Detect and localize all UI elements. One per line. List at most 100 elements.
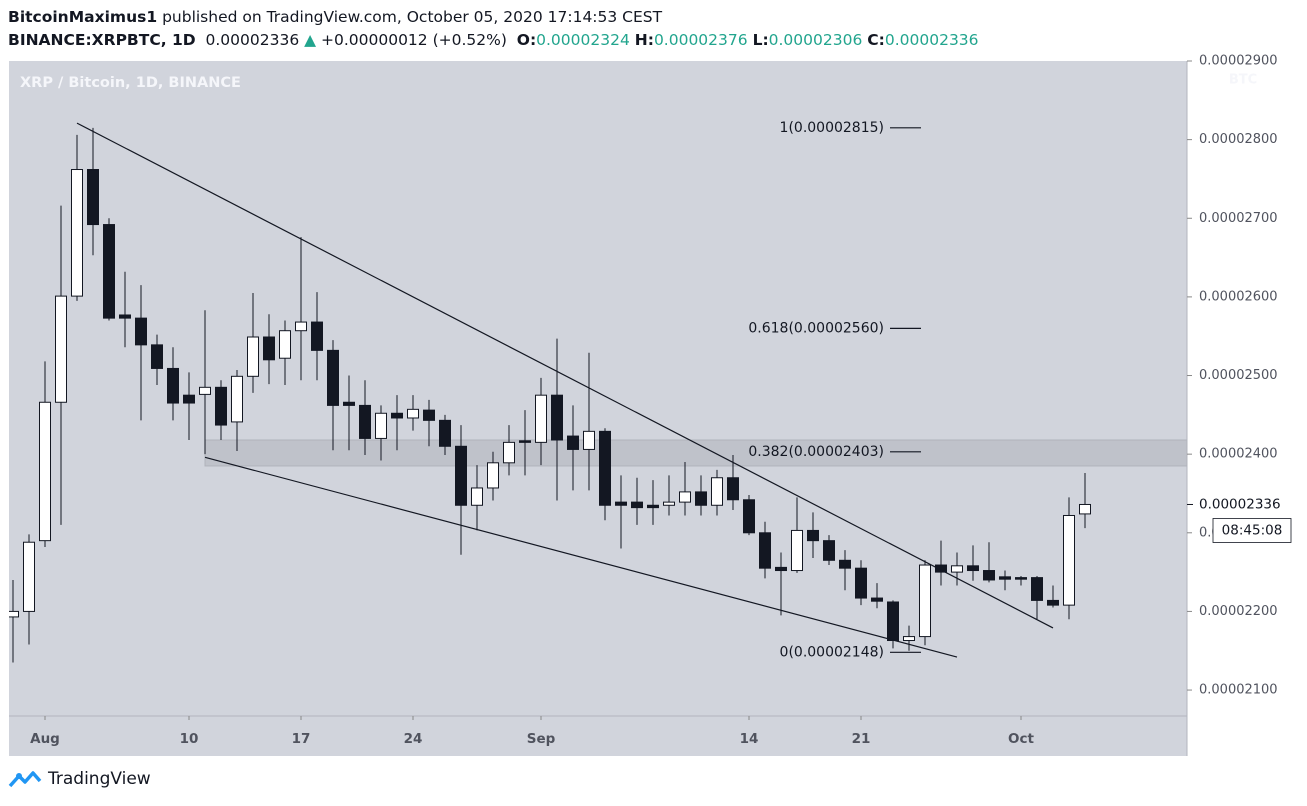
candle-body xyxy=(1015,577,1027,580)
change: +0.00000012 (+0.52%) xyxy=(320,31,507,49)
y-tick-label: 0.00002700 xyxy=(1199,211,1278,226)
fib-label: 0.618(0.00002560) xyxy=(748,320,884,336)
x-tick-label: Sep xyxy=(527,731,556,747)
candle-body xyxy=(23,541,35,612)
candle-body xyxy=(327,349,339,406)
candle-body xyxy=(967,565,979,572)
candle-body xyxy=(471,487,483,506)
ohlc-value: 0.00002324 xyxy=(536,31,630,49)
candle-body xyxy=(711,477,723,506)
candle-body xyxy=(519,440,531,443)
x-tick-label: 17 xyxy=(292,731,311,747)
ohlc-label: O: xyxy=(516,31,537,49)
chart: 1(0.00002815) 0.618(0.00002560) 0.382(0.00… xyxy=(9,53,1292,756)
candle-body xyxy=(311,321,323,351)
candle-body xyxy=(87,169,99,226)
candle-body xyxy=(1063,514,1075,606)
candle-body xyxy=(775,566,787,572)
countdown: 08:45:08 xyxy=(1222,522,1283,538)
candle-body xyxy=(247,336,259,377)
countdown-box xyxy=(1212,518,1292,543)
candle-body xyxy=(71,169,83,297)
x-tick-label: 14 xyxy=(740,731,759,747)
candle-body xyxy=(167,367,179,404)
ohlc-value: 0.00002306 xyxy=(768,31,863,49)
candle-body xyxy=(1079,503,1091,515)
candle-body xyxy=(759,532,771,569)
candle-body xyxy=(871,597,883,602)
candle-body xyxy=(231,375,243,423)
x-tick-label: 21 xyxy=(852,731,871,747)
plot: 1(0.00002815) 0.618(0.00002560) 0.382(0.00… xyxy=(9,120,1187,663)
y-tick-label: 0.00002100 xyxy=(1199,683,1278,698)
ohlc-value: 0.00002376 xyxy=(653,31,748,49)
candle-body xyxy=(855,567,867,599)
candle-body xyxy=(535,394,547,443)
candle-body xyxy=(743,499,755,534)
candle-body xyxy=(903,636,915,642)
ohlc-label: C: xyxy=(867,31,885,49)
candle-body xyxy=(727,477,739,501)
trendline xyxy=(204,456,958,658)
last-price-label: 0.00002336 xyxy=(1199,496,1281,512)
candle-body xyxy=(455,445,467,506)
candle-body xyxy=(583,430,595,450)
ohlc-label: H: xyxy=(634,31,654,49)
ohlc-label: L: xyxy=(752,31,769,49)
candle-body xyxy=(343,401,355,406)
candle-body xyxy=(375,412,387,439)
candle-body xyxy=(503,441,515,464)
candle-body xyxy=(551,394,563,441)
highlight-zone xyxy=(204,439,1187,467)
candle-body xyxy=(631,501,643,509)
candle-body xyxy=(407,408,419,419)
candle-body xyxy=(439,419,451,447)
logo xyxy=(8,771,42,788)
published: published on TradingView.com, October 05… xyxy=(162,8,663,26)
candle-body xyxy=(39,401,51,542)
header: BitcoinMaximus1 published on TradingView… xyxy=(8,6,979,52)
fib-label: 1(0.00002815) xyxy=(780,120,884,136)
candle-body xyxy=(183,394,195,404)
x-tick-label: 24 xyxy=(404,731,423,747)
candle-body xyxy=(295,321,307,332)
y-unit: BTC xyxy=(1229,73,1257,88)
last: 0.00002336 xyxy=(205,31,300,49)
arrow: ▲ xyxy=(304,31,317,49)
candle-body xyxy=(935,564,947,573)
candle-body xyxy=(1047,599,1059,606)
x-tick-label: Oct xyxy=(1008,731,1034,747)
candle-body xyxy=(119,314,131,319)
candle-body xyxy=(999,576,1011,580)
footer: TradingView xyxy=(8,768,151,790)
candle-body xyxy=(215,386,227,426)
candle-body xyxy=(55,295,67,403)
candle-body xyxy=(663,501,675,506)
candle-body xyxy=(679,491,691,503)
candle-body xyxy=(567,435,579,450)
plot-background xyxy=(9,61,1187,716)
candle-body xyxy=(487,462,499,489)
header-line-2: BINANCE:XRPBTC, 1D 0.00002336 ▲ +0.00000… xyxy=(8,29,979,52)
candle-body xyxy=(9,610,19,618)
fib-label: 0(0.00002148) xyxy=(780,644,884,660)
trendline xyxy=(76,122,1054,629)
candle-body xyxy=(951,565,963,573)
x-tick-label: Aug xyxy=(30,731,60,747)
ohlc-value: 0.00002336 xyxy=(884,31,979,49)
author: BitcoinMaximus1 xyxy=(8,8,158,26)
candle-body xyxy=(423,409,435,421)
x-axis-background xyxy=(9,716,1187,756)
y-tick-label: 0.00002200 xyxy=(1199,604,1278,619)
y-tick-label: 0.00002900 xyxy=(1199,54,1278,69)
candle-body xyxy=(695,491,707,506)
candle-body xyxy=(263,336,275,361)
candle-body xyxy=(839,559,851,569)
candle-body xyxy=(103,224,115,319)
candle-body xyxy=(615,501,627,506)
candle-body xyxy=(887,601,899,642)
candle-body xyxy=(151,344,163,369)
y-tick-label: 0.00002800 xyxy=(1199,132,1278,147)
symbol: BINANCE:XRPBTC, 1D xyxy=(8,31,196,49)
